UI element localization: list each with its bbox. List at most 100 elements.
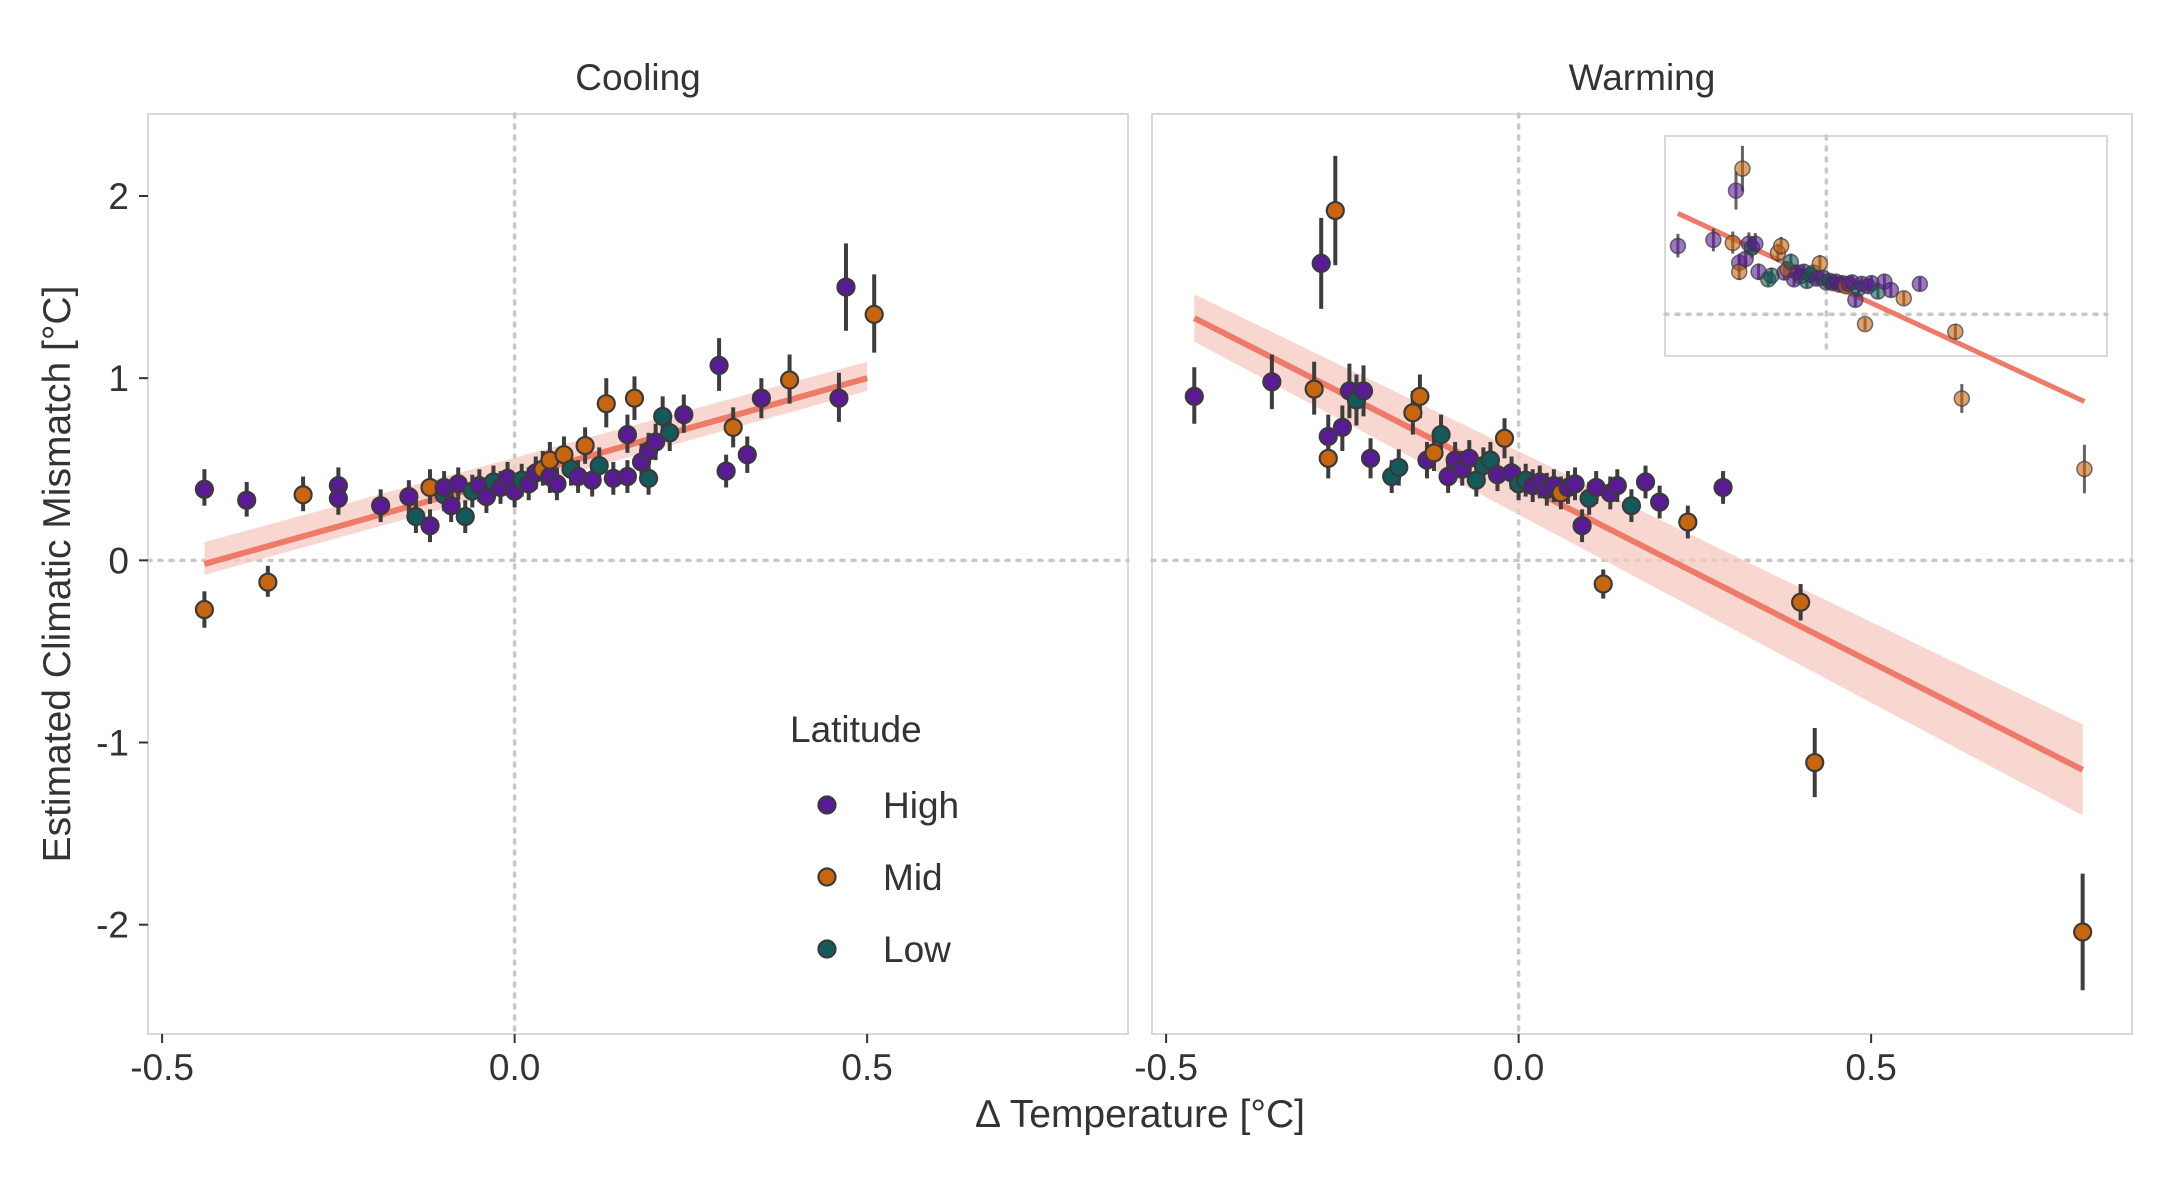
x-tick-label: 0.5: [841, 1047, 892, 1088]
data-point-mid: [1403, 403, 1423, 423]
inset-data-point-high: [1727, 182, 1745, 199]
panel-cooling: Cooling -0.5 0.0 0.5: [130, 57, 1130, 1088]
legend-key-high: [817, 795, 837, 815]
data-point-low: [1621, 496, 1642, 516]
data-point-high: [1360, 448, 1381, 468]
x-axis-title: Δ Temperature [°C]: [975, 1093, 1305, 1136]
y-tick-label: -2: [96, 905, 129, 946]
data-point-high: [237, 490, 257, 510]
data-point-high: [1650, 492, 1670, 512]
data-point-high: [617, 425, 638, 445]
legend: Latitude High Mid Low: [790, 709, 959, 970]
inset-data-point-high: [1705, 231, 1722, 249]
legend-key-low: [817, 939, 837, 959]
data-point-high: [1332, 417, 1352, 437]
data-point-mid: [1410, 386, 1430, 406]
x-tick-label: 0.0: [1493, 1047, 1544, 1088]
panel-title-warming: Warming: [1569, 57, 1716, 98]
data-point-high: [829, 388, 849, 408]
data-point-high: [709, 355, 729, 376]
data-point-high: [617, 466, 638, 487]
y-tick-label: 0: [108, 540, 129, 581]
y-tick-label: 1: [108, 358, 129, 399]
y-axis: 2 1 0 -1 -2: [96, 176, 148, 946]
data-point-high: [674, 404, 694, 425]
data-point-mid: [596, 394, 616, 414]
panel-title-cooling: Cooling: [575, 57, 700, 98]
inset-data-point-mid: [1730, 263, 1748, 281]
data-point-high: [836, 277, 856, 297]
inset-data-point-mid: [2076, 460, 2093, 478]
data-point-high: [194, 479, 215, 499]
data-point-low: [660, 423, 680, 443]
y-tick-label: 2: [108, 176, 129, 217]
data-point-high: [1565, 474, 1585, 494]
legend-title: Latitude: [790, 709, 922, 750]
data-point-high: [371, 496, 391, 516]
data-point-high: [716, 461, 736, 481]
data-point-high: [1353, 381, 1374, 401]
inset-data-point-high: [1911, 275, 1929, 293]
legend-label-mid: Mid: [883, 857, 943, 898]
data-point-high: [420, 516, 440, 536]
data-point-mid: [258, 572, 278, 592]
panel-border-warming: [1151, 113, 2133, 1035]
data-point-mid: [1678, 512, 1698, 532]
data-point-low: [638, 468, 659, 488]
data-point-mid: [624, 388, 645, 408]
data-point-low: [406, 507, 426, 527]
data-point-low: [589, 456, 609, 476]
x-tick-label: -0.5: [1134, 1047, 1198, 1088]
data-point-high: [1311, 253, 1331, 273]
data-point-high: [1262, 372, 1282, 392]
inset-data-point-mid: [1811, 255, 1829, 272]
data-point-mid: [1805, 752, 1825, 773]
data-point-high: [646, 432, 666, 452]
inset-data-point-mid: [1724, 234, 1742, 252]
data-point-high: [1184, 386, 1204, 406]
inset-data-point-mid: [1772, 237, 1790, 255]
y-axis-title: Estimated Climatic Mismatch [°C]: [36, 286, 79, 863]
data-point-high: [737, 445, 757, 465]
data-point-low: [1389, 457, 1409, 478]
trend-line-warming: [1192, 315, 2085, 773]
data-point-low: [455, 507, 475, 527]
data-point-mid: [1791, 592, 1811, 612]
panel-warming: Warming -0.5 0.0 0.5: [1134, 57, 2134, 1088]
inset-data-point-high: [1669, 237, 1687, 255]
data-point-high: [1635, 472, 1656, 492]
data-point-high: [441, 496, 461, 516]
data-point-mid: [1424, 443, 1444, 463]
legend-label-high: High: [883, 785, 959, 826]
confidence-band-warming: [1194, 294, 2083, 816]
legend-key-mid: [817, 867, 837, 887]
inset-plot: [1663, 134, 2109, 494]
x-tick-label: 0.0: [489, 1047, 540, 1088]
data-point-mid: [1593, 574, 1613, 594]
data-point-mid: [293, 485, 313, 505]
data-point-mid: [723, 417, 743, 437]
x-tick-label: -0.5: [130, 1047, 194, 1088]
data-point-high: [547, 474, 567, 494]
data-point-high: [751, 388, 771, 408]
data-point-low: [1431, 425, 1451, 445]
inset-data-point-mid: [1734, 160, 1751, 177]
data-point-high: [1713, 477, 1733, 498]
data-point-mid: [194, 599, 215, 620]
inset-data-point-mid: [1953, 390, 1971, 407]
data-point-mid: [1318, 448, 1338, 468]
inset-data-point-mid: [1895, 290, 1912, 307]
data-point-mid: [779, 370, 800, 390]
inset-data-point-high: [1882, 281, 1900, 299]
data-point-mid: [1325, 200, 1345, 221]
legend-label-low: Low: [883, 929, 951, 970]
data-point-high: [328, 488, 348, 508]
data-point-mid: [864, 304, 884, 324]
inset-data-point-mid: [1947, 323, 1964, 340]
data-point-mid: [1304, 379, 1324, 399]
x-tick-label: 0.5: [1845, 1047, 1896, 1088]
inset-border: [1664, 135, 2108, 357]
data-point-high: [1572, 516, 1592, 536]
data-point-low: [653, 406, 673, 427]
